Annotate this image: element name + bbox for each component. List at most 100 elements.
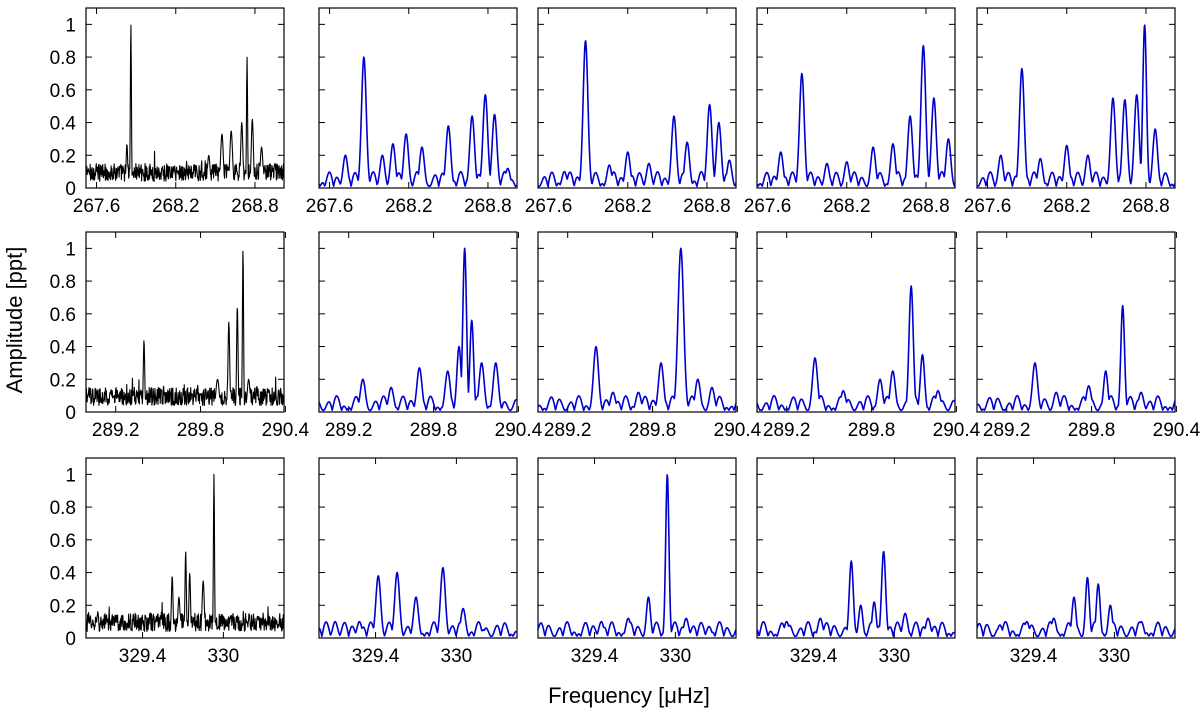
x-tick-label: 289.2 [983,420,1031,441]
x-tick-label: 289.8 [410,420,458,441]
spectrum-line [318,566,518,638]
y-tick-label: 0 [65,179,76,200]
panel-frame [976,231,1176,413]
y-tick-label: 1 [65,465,76,486]
x-tick-label: 330 [879,646,911,667]
x-tick-label: 268.8 [464,196,512,217]
x-tick-label: 289.2 [325,420,373,441]
y-tick-label: 0 [65,629,76,650]
spectrum-line [85,24,285,182]
panels-layer: 267.6 268.2 268.8 0 0.2 0.4 0.6 0.8 1 267.6 268.2 2… [50,7,1200,667]
y-axis-title: Amplitude [ppt] [2,247,27,394]
panel-r2-c1: 329.4 330 [318,457,518,667]
x-tick-label: 268.2 [823,196,871,217]
panel-frame [318,457,518,639]
panel-frame [318,7,518,189]
panel-r2-c3: 329.4 330 [756,457,956,667]
spectrum-line [85,250,285,406]
spectrum-line [976,24,1176,188]
x-tick-label: 267.6 [525,196,573,217]
x-tick-label: 330 [208,646,240,667]
y-tick-label: 0.4 [50,564,77,585]
panel-frame [537,457,737,639]
x-tick-label: 268.8 [1122,196,1170,217]
x-tick-label: 289.2 [92,420,140,441]
panel-r0-c1: 267.6 268.2 268.8 [306,7,518,217]
spectrum-line [537,40,737,188]
spectrum-line [756,285,956,412]
y-tick-label: 0.2 [50,146,76,167]
x-tick-label: 290.4 [495,420,543,441]
y-tick-label: 0.6 [50,305,76,326]
panel-r1-c2: 289.2 289.8 290.4 [537,231,762,441]
x-tick-label: 268.8 [683,196,731,217]
spectrum-line [756,550,956,638]
x-tick-label: 290.4 [1153,420,1200,441]
y-tick-label: 0.2 [50,596,76,617]
panel-frame [537,7,737,189]
x-tick-label: 329.4 [571,646,619,667]
y-tick-label: 0.4 [50,114,77,135]
y-tick-label: 0.6 [50,81,76,102]
y-tick-label: 0.8 [50,272,76,293]
panel-frame [756,7,956,189]
spectrum-line [537,474,737,638]
panel-frame [85,7,285,189]
x-tick-label: 329.4 [1010,646,1058,667]
panel-r0-c2: 267.6 268.2 268.8 [525,7,737,217]
spectrum-line [976,576,1176,638]
x-tick-label: 290.4 [714,420,762,441]
spectrum-line [756,44,956,188]
panel-frame [85,457,285,639]
panel-frame [318,231,518,413]
panel-r2-c2: 329.4 330 [537,457,737,667]
y-tick-label: 0.2 [50,370,76,391]
x-tick-label: 289.2 [544,420,592,441]
x-tick-label: 268.2 [152,196,200,217]
x-tick-label: 330 [441,646,473,667]
panel-r1-c4: 289.2 289.8 290.4 [976,231,1200,441]
panel-r2-c4: 329.4 330 [976,457,1176,667]
panel-r0-c4: 267.6 268.2 268.8 [964,7,1176,217]
panel-frame [85,231,285,413]
spectrum-line [85,473,285,632]
y-tick-label: 1 [65,15,76,36]
x-tick-label: 268.8 [902,196,950,217]
y-tick-label: 0.8 [50,498,76,519]
x-tick-label: 289.8 [629,420,677,441]
x-tick-label: 267.6 [306,196,354,217]
y-tick-label: 1 [65,239,76,260]
y-tick-label: 0.6 [50,531,76,552]
panel-frame [537,231,737,413]
x-tick-label: 290.4 [262,420,310,441]
x-tick-label: 329.4 [119,646,167,667]
x-tick-label: 329.4 [352,646,400,667]
x-tick-label: 330 [1099,646,1131,667]
x-tick-label: 290.4 [933,420,981,441]
panel-frame [976,457,1176,639]
x-tick-label: 289.8 [848,420,896,441]
panel-frame [756,231,956,413]
panel-r2-c0: 329.4 330 0 0.2 0.4 0.6 0.8 1 [50,457,285,667]
x-tick-label: 289.8 [177,420,225,441]
x-tick-label: 267.6 [964,196,1012,217]
x-tick-label: 330 [660,646,692,667]
panel-r1-c3: 289.2 289.8 290.4 [756,231,981,441]
spectrum-line [976,304,1176,412]
x-tick-label: 289.8 [1068,420,1116,441]
x-tick-label: 268.2 [604,196,652,217]
x-tick-label: 289.2 [763,420,811,441]
x-tick-label: 268.8 [231,196,279,217]
x-tick-label: 268.2 [385,196,433,217]
spectrum-line [318,247,518,412]
panel-frame [976,7,1176,189]
spectrum-line [537,247,737,412]
y-tick-label: 0.8 [50,48,76,69]
x-tick-label: 267.6 [73,196,121,217]
x-tick-label: 267.6 [744,196,792,217]
panel-frame [756,457,956,639]
x-tick-label: 329.4 [790,646,838,667]
panel-r0-c3: 267.6 268.2 268.8 [744,7,956,217]
x-axis-title: Frequency [μHz] [548,683,710,708]
